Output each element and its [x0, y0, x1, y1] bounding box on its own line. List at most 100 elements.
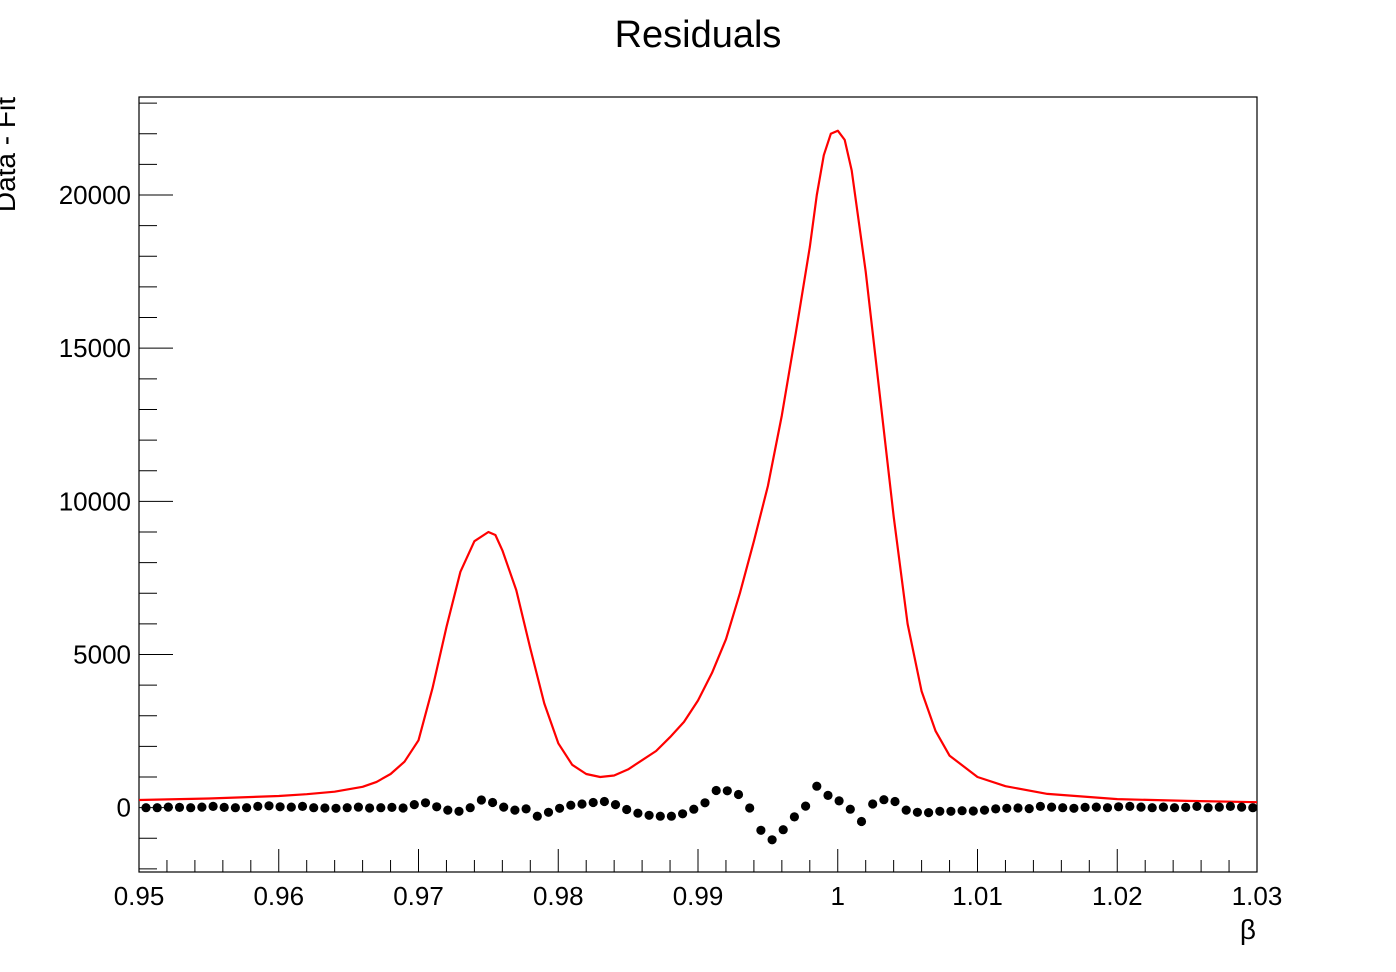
- residual-point: [868, 799, 878, 809]
- residual-point: [1158, 802, 1168, 812]
- residual-point: [935, 806, 945, 816]
- plot-frame: [138, 96, 1258, 873]
- residual-point: [1091, 802, 1101, 812]
- residual-point: [745, 803, 755, 813]
- residual-point: [901, 805, 911, 815]
- y-tick-label: 20000: [59, 180, 131, 210]
- residual-point: [264, 801, 274, 811]
- residual-point: [476, 795, 486, 805]
- chart-title: Residuals: [615, 14, 782, 56]
- residual-point: [622, 804, 632, 815]
- residual-point: [588, 797, 598, 808]
- residual-point: [778, 825, 788, 835]
- y-axis-title: Data - Fit: [0, 97, 21, 212]
- residual-point: [801, 801, 811, 811]
- residual-point: [991, 804, 1001, 814]
- residual-point: [499, 802, 509, 812]
- residual-point: [365, 803, 375, 813]
- residual-point: [420, 798, 431, 808]
- residual-point: [767, 835, 777, 845]
- residual-point: [1147, 803, 1157, 813]
- residual-point: [510, 805, 520, 815]
- residual-point: [711, 785, 721, 796]
- residual-point: [1214, 802, 1224, 812]
- x-tick-label: 0.99: [673, 881, 724, 911]
- residual-point: [443, 805, 453, 815]
- x-tick-label: 1.02: [1092, 881, 1143, 911]
- residual-point: [633, 808, 643, 818]
- residual-point: [733, 789, 744, 800]
- residual-point: [208, 801, 218, 812]
- residual-point: [387, 802, 397, 813]
- residual-point: [1203, 803, 1213, 813]
- residual-point: [1002, 803, 1012, 813]
- y-tick-label: 5000: [73, 640, 131, 670]
- residual-point: [219, 802, 229, 813]
- residual-point: [186, 803, 196, 813]
- residual-point: [141, 803, 151, 813]
- x-tick-label: 0.98: [533, 881, 584, 911]
- residual-point: [1248, 803, 1258, 813]
- residual-point: [912, 807, 923, 817]
- residual-point: [957, 806, 967, 816]
- residual-point: [555, 803, 565, 813]
- x-axis-title: β: [1240, 914, 1256, 945]
- residual-point: [197, 802, 207, 812]
- x-tick-label: 0.97: [393, 881, 444, 911]
- y-tick-label: 0: [117, 793, 131, 823]
- residual-point: [678, 809, 688, 819]
- residual-point: [532, 811, 542, 821]
- residual-point: [1024, 804, 1034, 814]
- residual-point: [756, 825, 766, 835]
- x-axis-tick-labels: 0.95 0.96 0.97 0.98 0.99 1 1.01 1.02 1.03: [114, 881, 1283, 911]
- residual-point: [1192, 801, 1202, 812]
- residual-point: [398, 803, 408, 813]
- fit-curve: [138, 129, 1258, 804]
- residual-point: [174, 802, 185, 813]
- residual-point: [1181, 802, 1191, 813]
- residual-point: [297, 801, 308, 812]
- residual-point: [309, 803, 319, 813]
- residual-point: [700, 798, 710, 808]
- residual-point: [454, 806, 464, 816]
- residual-point: [465, 803, 475, 813]
- x-tick-label: 0.95: [114, 881, 165, 911]
- residual-point: [432, 802, 442, 812]
- residual-point: [253, 801, 263, 812]
- y-axis-tick-labels: 0 5000 10000 15000 20000: [59, 180, 131, 823]
- residual-point: [1114, 802, 1124, 812]
- fit-curve-layer: [138, 129, 1258, 804]
- residual-points-layer: [141, 781, 1258, 845]
- residual-point: [834, 796, 844, 806]
- residual-point: [946, 806, 956, 816]
- residual-point: [521, 804, 531, 814]
- residual-point: [331, 803, 341, 813]
- residual-point: [1035, 801, 1045, 812]
- residual-point: [823, 790, 833, 801]
- residual-point: [353, 802, 363, 812]
- residual-point: [1125, 801, 1135, 812]
- residual-point: [924, 808, 934, 818]
- residual-point: [655, 811, 665, 821]
- residual-point: [409, 800, 419, 810]
- residual-point: [1058, 803, 1068, 813]
- x-axis-ticks: [138, 849, 1258, 872]
- residual-point: [543, 807, 554, 817]
- residual-point: [968, 806, 978, 816]
- y-tick-label: 10000: [59, 486, 131, 516]
- x-tick-label: 1.01: [952, 881, 1003, 911]
- residual-point: [722, 786, 732, 796]
- x-tick-label: 1: [831, 881, 845, 911]
- residual-point: [1013, 803, 1023, 813]
- residual-point: [845, 804, 855, 814]
- residual-point: [1069, 803, 1079, 813]
- residual-point: [856, 816, 867, 827]
- residual-point: [789, 812, 800, 822]
- residual-point: [488, 797, 498, 808]
- residual-point: [152, 803, 162, 813]
- residual-point: [230, 803, 240, 813]
- residual-point: [1169, 803, 1180, 813]
- y-tick-label: 15000: [59, 333, 131, 363]
- residual-point: [275, 802, 285, 812]
